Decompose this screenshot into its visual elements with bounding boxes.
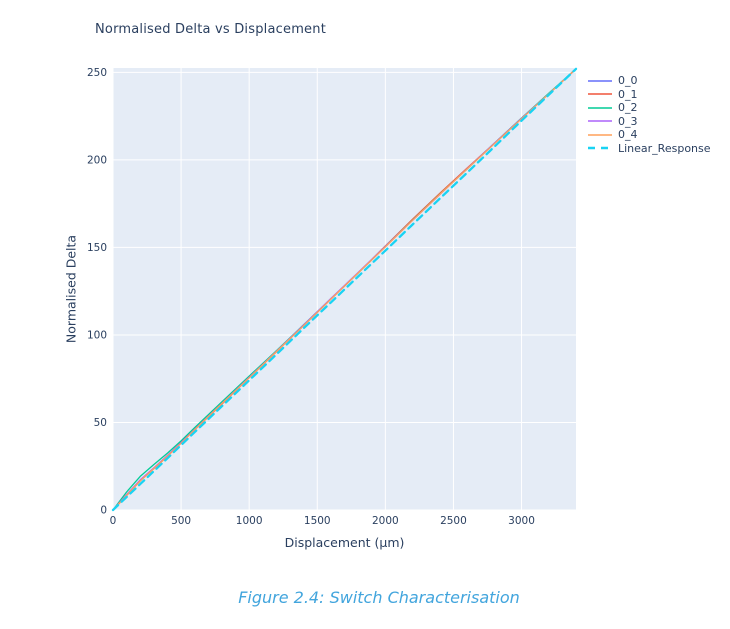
series-line-0_4 [112,68,577,511]
legend-label: 0_0 [618,74,638,88]
x-tick-label: 1500 [304,515,331,527]
legend-line-sample-icon [588,80,612,82]
y-tick-label: 250 [87,67,107,79]
legend-line-sample-icon [588,120,612,122]
x-tick-label: 2500 [440,515,467,527]
x-tick-label: 2000 [372,515,399,527]
x-tick-label: 1000 [236,515,263,527]
legend-item-0-0[interactable]: 0_0 [588,74,711,88]
legend-item-0-1[interactable]: 0_1 [588,88,711,102]
legend-line-sample-icon [588,107,612,109]
y-tick-label: 0 [100,505,107,517]
chart-title: Normalised Delta vs Displacement [95,22,326,37]
legend-label: 0_3 [618,114,638,128]
y-tick-label: 100 [87,329,107,341]
legend-label: 0_4 [618,128,638,142]
legend: 0_0 0_1 0_2 0_3 0_4 Linear_Response [588,74,711,155]
legend-label: Linear_Response [618,141,711,155]
series-line-Linear_Response [111,67,578,512]
y-tick-label: 150 [87,242,107,254]
y-tick-label: 50 [94,417,107,429]
y-tick-label: 200 [87,154,107,166]
legend-line-sample-icon [588,93,612,95]
legend-line-sample-icon [588,134,612,136]
legend-item-0-2[interactable]: 0_2 [588,101,711,115]
legend-dashed-line-sample-icon [588,147,612,150]
y-axis-title: Normalised Delta [63,234,79,344]
legend-label: 0_1 [618,87,638,101]
x-axis-title: Displacement (μm) [284,535,405,550]
x-tick-label: 0 [110,515,117,527]
x-tick-label: 3000 [508,515,535,527]
legend-item-linear-response[interactable]: Linear_Response [588,142,711,156]
legend-item-0-4[interactable]: 0_4 [588,128,711,142]
x-tick-label: 500 [171,515,191,527]
figure-caption: Figure 2.4: Switch Characterisation [238,588,520,607]
legend-label: 0_2 [618,101,638,115]
legend-item-0-3[interactable]: 0_3 [588,115,711,129]
